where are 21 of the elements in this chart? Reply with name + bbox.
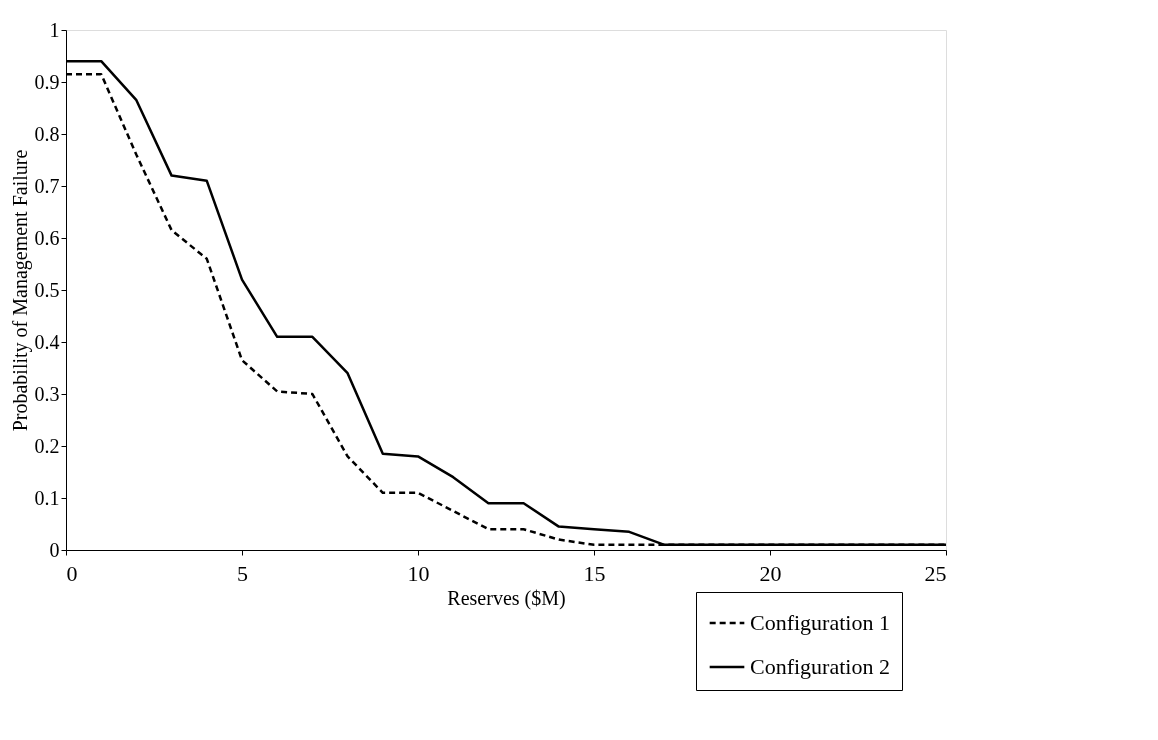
y-tick-label: 0.8 (34, 122, 60, 145)
y-tick-label: 1 (49, 18, 60, 41)
x-tick-label: 15 (583, 560, 606, 586)
y-axis-title: Probability of Management Failure (8, 149, 32, 432)
x-tick-label: 5 (237, 560, 248, 586)
y-tick-label: 0.3 (34, 382, 60, 405)
y-tick-label: 0.2 (34, 434, 60, 457)
x-axis-title: Reserves ($M) (447, 586, 566, 610)
x-tick-label: 25 (924, 560, 947, 586)
x-tick-label: 10 (407, 560, 430, 586)
y-tick-label: 0.1 (34, 486, 60, 509)
y-tick-label: 0 (49, 538, 60, 561)
y-tick-label: 0.6 (34, 226, 60, 249)
y-tick-label: 0.9 (34, 70, 60, 93)
legend-label: Configuration 2 (750, 654, 890, 679)
y-tick-label: 0.4 (34, 330, 60, 353)
y-tick-label: 0.5 (34, 278, 60, 301)
x-tick-label: 0 (66, 560, 78, 586)
y-tick-label: 0.7 (34, 174, 60, 197)
legend-label: Configuration 1 (750, 610, 890, 635)
x-tick-label: 20 (759, 560, 782, 586)
